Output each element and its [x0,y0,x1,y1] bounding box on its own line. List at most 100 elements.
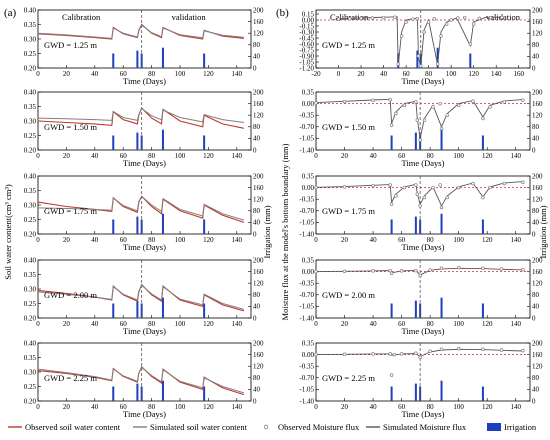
observed-series-point [481,195,485,200]
plot-frame [315,9,531,69]
x-tick-label: 140 [232,152,243,160]
observed-series-point [394,111,398,116]
y2-tick-label: 120 [532,30,543,38]
y-tick-label: 0.25 [24,383,37,391]
y2-tick-label: 40 [532,53,540,61]
panel-b-subplot-3: 0.350.00-0.35-0.70-1.05-1.40 040801201602… [299,172,543,252]
simulated-series-line [315,267,523,276]
y2-tick-label: 200 [532,172,543,180]
y-tick-label: 0.40 [24,339,37,347]
observed-series-point [422,30,426,34]
y-tick-label: 0.40 [24,6,37,14]
x-tick-label: 40 [370,236,378,244]
y2-tick-label: 160 [253,100,264,108]
observed-series-point [428,268,432,272]
irrigation-bar [436,47,439,68]
x-tick-label: 100 [453,236,464,244]
panel-a: 0.20 0.25 0.30 0.35 0.40 0 40 80 120 160 200 0 20 40 6… [24,6,264,419]
x-tick-label: 40 [370,152,378,160]
irrigation-bar [414,132,417,150]
x-tick-label: 140 [232,320,243,328]
y-tick-label: -0.70 [299,207,314,215]
x-axis-label: Time (Days) [123,158,166,168]
panel-b-subplot-2: 0.350.00-0.35-0.70-1.05-1.40 040801201602… [299,88,543,168]
x-tick-label: 20 [341,320,349,328]
y-tick-label: -1.05 [299,219,314,227]
y2-tick-label: 80 [253,291,261,299]
observed-series-point [342,269,347,274]
observed-series-point [439,205,444,210]
y-tick-label: 0.35 [24,103,37,111]
phase-label-calibration: Calibration [62,12,101,22]
observed-series-point [502,100,507,104]
legend-label: Observed soil water content [25,422,121,432]
x-tick-label: 140 [510,320,521,328]
x-tick-label: 20 [63,403,71,411]
irrigation-bar [440,129,443,150]
panel-a-subplot-1: 0.20 0.25 0.30 0.35 0.40 0 40 80 120 160 200 0 20 40 6… [24,6,264,86]
panel-a-subplot-4: 0.20 0.25 0.30 0.35 0.40 0 40 80 120 160 200 0 20 40 6… [24,256,264,336]
observed-series-point [445,195,450,200]
y2-tick-label: 80 [253,207,261,215]
y2-tick-label: 200 [532,256,543,264]
y-tick-label: 0.20 [24,146,37,154]
observed-series-point [456,185,461,190]
irrigation-bar [112,219,115,234]
x-tick-label: 120 [203,70,214,78]
x-tick-label: 80 [425,70,433,78]
irrigation-bar [481,386,484,401]
observed-series-point [418,204,422,208]
x-tick-label: 120 [468,70,479,78]
x-tick-label: 0 [36,152,40,160]
irrigation-bar [136,216,139,234]
panel-a-subplot-3: 0.20 0.25 0.30 0.35 0.40 0 40 80 120 160 200 0 20 40 6… [24,172,264,252]
y-tick-label: -1.40 [299,397,314,405]
plot-frame [37,342,252,402]
x-tick-label: 120 [482,320,493,328]
y2-tick-label: 120 [532,280,543,288]
irrigation-bar [161,129,164,150]
observed-series-point [431,105,435,109]
y-tick-label: 0.35 [302,339,315,347]
observed-series-point [439,126,444,131]
irrigation-bar [161,297,164,318]
x-tick-label: 60 [398,403,406,411]
observed-series-point [381,15,386,20]
y-tick-label: -1.40 [299,230,314,238]
y2-tick-label: 0 [253,314,257,322]
x-tick-label: 60 [120,70,128,78]
gwd-label: GWD = 2.25 m [44,373,97,383]
observed-series-point [371,269,375,273]
x-tick-label: 20 [63,70,71,78]
panel-a-subplot-2: 0.20 0.25 0.30 0.35 0.40 0 40 80 120 160 200 0 20 40 6… [24,88,264,168]
observed-series-point [456,265,461,270]
simulated-series-line [37,284,245,310]
y2-tick-label: 80 [532,41,540,49]
y2-tick-label: 120 [253,280,264,288]
simulated-series-line [315,181,523,207]
gwd-label: GWD = 2.00 m [322,290,375,300]
y-tick-label: 0.35 [24,271,37,279]
y-tick-label: -0.35 [299,363,314,371]
observed-series-point [521,267,525,272]
panel-a-ylabel: Soil water content(cm³ cm³) [3,184,13,280]
observed-series-point [336,17,341,21]
y2-tick-label: 40 [253,219,261,227]
observed-series-point [449,18,453,22]
observed-series-point [396,62,400,66]
x-tick-label: 0 [337,70,341,78]
y2-tick-label: 80 [532,207,540,215]
x-tick-label: 40 [91,403,99,411]
x-tick-label: 120 [203,152,214,160]
x-axis-label: Time (Days) [402,158,445,168]
irrigation-bar [481,303,484,318]
y-tick-label: 0.40 [24,172,37,180]
legend-swatch-marker [263,424,269,430]
panel-a-subplot-5: 0.20 0.25 0.30 0.35 0.40 0 40 80 120 160 200 0 20 40 6… [24,339,264,419]
observed-series-point [500,15,504,20]
panel-b-subplot-4: 0.350.00-0.35-0.70-1.05-1.40 040801201602… [299,256,543,336]
legend-item: Observed Moisture flux [263,422,360,432]
y-tick-label: 0.30 [24,35,37,43]
y2-tick-label: 40 [532,219,540,227]
y2-tick-label: 200 [253,172,264,180]
